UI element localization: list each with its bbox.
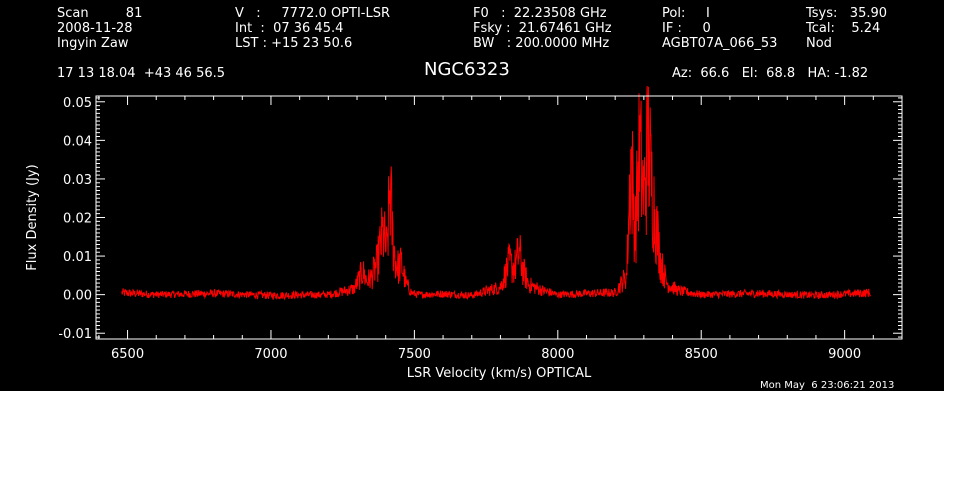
x-tick-label: 6500 <box>111 347 144 362</box>
y-axis-label: Flux Density (Jy) <box>25 164 40 270</box>
plot-frame <box>95 95 903 340</box>
header-col5-line3: Nod <box>806 36 832 51</box>
header-col5-line1: Tsys: 35.90 <box>806 6 888 21</box>
header-col1-line1: Scan 81 <box>57 6 143 21</box>
spectrum-trace <box>121 85 871 301</box>
y-tick-label: 0.01 <box>63 250 92 265</box>
y-tick-label: 0.03 <box>63 173 92 188</box>
plot-panel: Scan 81 2008-11-28 Ingyin Zaw V : 7772.0… <box>0 0 944 391</box>
header-col1-line3: Ingyin Zaw <box>57 36 129 51</box>
source-name: NGC6323 <box>424 59 510 80</box>
y-tick-label: 0.00 <box>63 289 92 304</box>
header-col3-line2: Fsky : 21.67461 GHz <box>473 21 612 36</box>
x-tick-label: 8000 <box>541 347 574 362</box>
header-col4-line2: IF : 0 <box>662 21 711 36</box>
header-col2-line2: Int : 07 36 45.4 <box>235 21 344 36</box>
x-tick-label: 7000 <box>254 347 287 362</box>
az-el-ha: Az: 66.6 El: 68.8 HA: -1.82 <box>672 66 869 81</box>
x-tick-label: 8500 <box>685 347 718 362</box>
header-col3-line3: BW : 200.0000 MHz <box>473 36 610 51</box>
timestamp: Mon May 6 23:06:21 2013 <box>760 380 895 391</box>
spectrum-chart: 6500 7000 7500 8000 8500 9000 -0.01 0.00 0.01 0.0… <box>25 85 903 381</box>
header-col2-line1: V : 7772.0 OPTI-LSR <box>235 6 391 21</box>
header-col3-line1: F0 : 22.23508 GHz <box>473 6 607 21</box>
header-col4-line1: Pol: I <box>662 6 710 21</box>
y-tick-label: 0.04 <box>63 134 92 149</box>
header-col5-line2: Tcal: 5.24 <box>806 21 881 36</box>
x-axis-label: LSR Velocity (km/s) OPTICAL <box>407 366 592 381</box>
y-tick-label: 0.02 <box>63 212 92 227</box>
header-col4-line3: AGBT07A_066_53 <box>662 36 778 51</box>
x-tick-label: 9000 <box>828 347 861 362</box>
header-col1-line2: 2008-11-28 <box>57 21 133 36</box>
y-tick-label: 0.05 <box>63 96 92 111</box>
x-tick-label: 7500 <box>398 347 431 362</box>
header-col2-line3: LST : +15 23 50.6 <box>235 36 353 51</box>
coordinates: 17 13 18.04 +43 46 56.5 <box>57 66 226 81</box>
y-tick-label: -0.01 <box>58 327 92 342</box>
